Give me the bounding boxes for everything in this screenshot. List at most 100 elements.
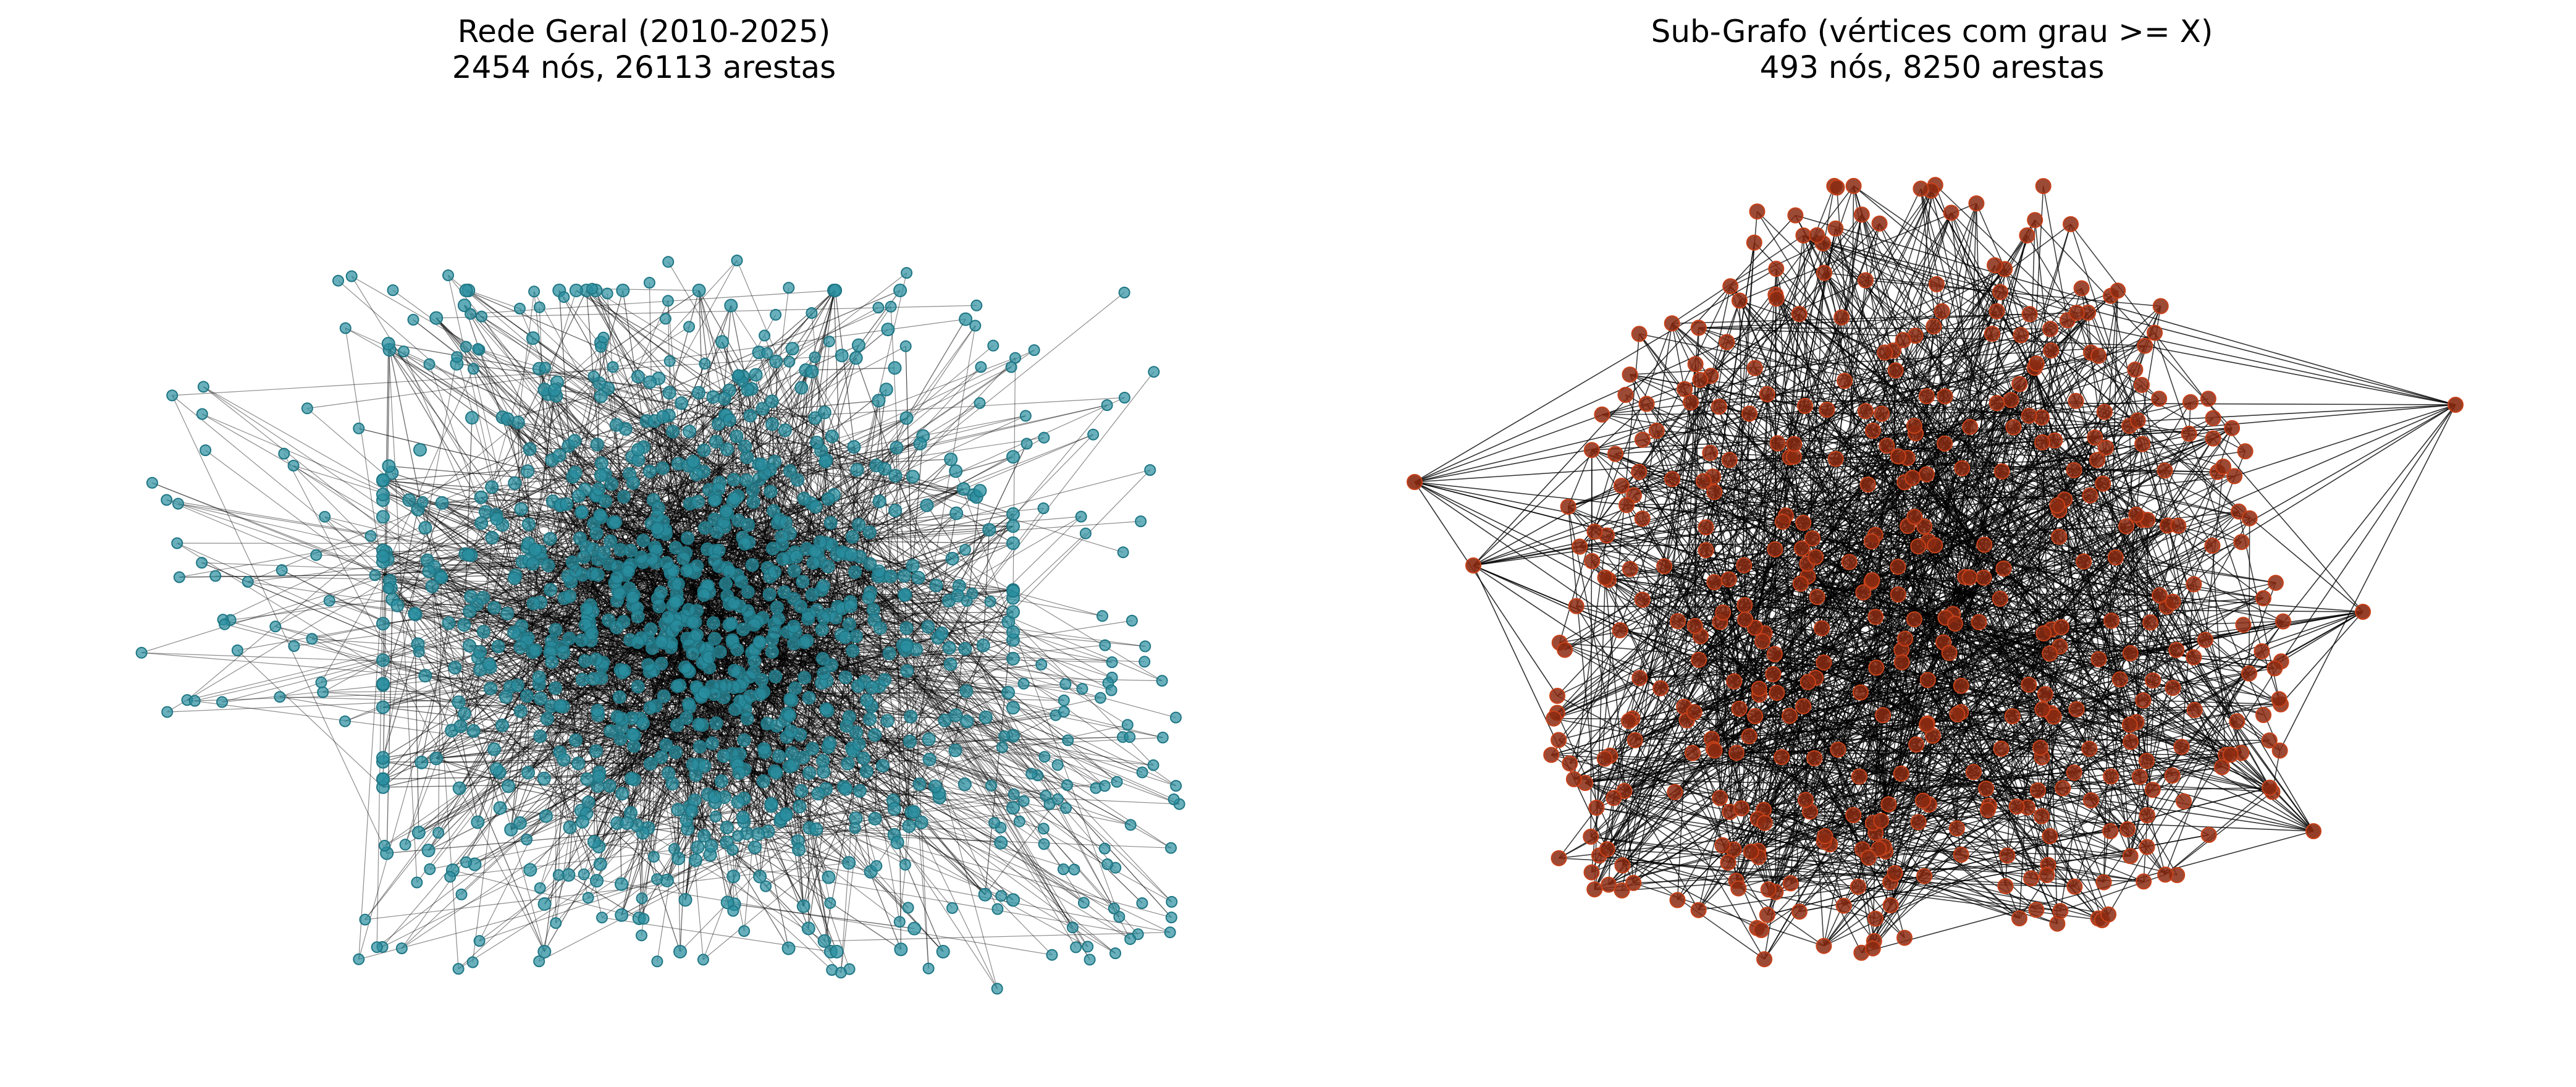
network-node (1046, 949, 1058, 961)
network-node (1816, 654, 1832, 671)
network-node (1059, 678, 1072, 690)
network-edge (389, 349, 486, 512)
network-node (2013, 327, 2029, 344)
network-node (732, 369, 744, 381)
network-node (1871, 215, 1888, 232)
network-node (961, 594, 973, 607)
network-node (842, 856, 856, 870)
network-node (1937, 435, 1953, 452)
network-edge (293, 465, 737, 763)
network-node (1546, 710, 1562, 727)
network-node (2027, 212, 2044, 229)
network-node (2052, 903, 2069, 920)
network-node (376, 617, 390, 631)
network-node (2271, 742, 2288, 759)
network-node (616, 284, 630, 297)
network-node (489, 762, 503, 776)
network-node (821, 492, 835, 506)
network-node (2151, 391, 2168, 407)
network-node (269, 620, 282, 633)
network-edge (581, 810, 1001, 844)
network-node (534, 882, 546, 894)
network-node (589, 744, 603, 758)
network-node (643, 375, 657, 389)
network-node (1139, 656, 1151, 668)
network-node (1782, 708, 1798, 724)
network-node (2035, 625, 2052, 641)
network-node (2102, 823, 2119, 839)
network-node (2053, 619, 2069, 635)
network-edge (1626, 214, 1863, 505)
network-node (577, 550, 591, 564)
general-network-title-block: Rede Geral (2010-2025) 2454 nós, 26113 a… (0, 14, 1288, 85)
network-node (1702, 444, 1719, 461)
network-edge (195, 682, 743, 701)
network-node (714, 774, 728, 789)
network-edge (859, 590, 1014, 792)
network-node (949, 708, 963, 722)
network-edge (1901, 649, 1962, 687)
network-edge (421, 623, 450, 763)
network-node (1038, 751, 1051, 763)
network-node (789, 549, 803, 564)
network-edge (1558, 739, 1625, 792)
network-node (1618, 497, 1635, 514)
network-node (2173, 738, 2190, 755)
network-edge (1660, 402, 1691, 688)
network-node (545, 655, 559, 669)
network-node (2019, 227, 2035, 243)
network-node (1614, 857, 1631, 874)
network-edge (599, 326, 689, 384)
network-edge (1799, 313, 2177, 651)
network-edge (686, 724, 1128, 821)
network-edge (912, 436, 924, 566)
network-node (1583, 442, 1600, 459)
network-node (738, 536, 752, 551)
network-node (1874, 405, 1890, 422)
network-edge (1473, 470, 2165, 566)
network-node (2063, 216, 2079, 232)
network-node (537, 771, 551, 785)
network-edge (1627, 494, 2090, 506)
network-node (722, 564, 736, 578)
network-node (1741, 405, 1757, 422)
network-node (2068, 392, 2084, 409)
network-node (974, 397, 986, 409)
network-node (668, 745, 683, 759)
network-node (1993, 740, 2010, 757)
network-edge (688, 781, 1118, 829)
network-edge (178, 503, 692, 588)
network-node (1017, 677, 1030, 690)
network-edge (141, 436, 832, 653)
network-node (805, 588, 819, 602)
network-node (734, 574, 748, 588)
network-node (987, 339, 1000, 352)
network-edge (1694, 427, 2233, 627)
network-edge (201, 562, 557, 711)
network-edge (785, 522, 1096, 789)
network-node (862, 525, 877, 539)
network-node (675, 396, 689, 410)
network-edge (833, 543, 1014, 795)
network-node (555, 640, 570, 654)
network-edge (955, 692, 1009, 716)
network-edge (1575, 285, 1731, 607)
network-node (783, 355, 796, 368)
network-node (1407, 474, 1423, 490)
network-node (949, 506, 964, 520)
network-edge (418, 651, 668, 881)
network-edge (466, 679, 915, 863)
network-edge (1775, 294, 2131, 654)
network-edge (1473, 565, 1608, 850)
network-edge (811, 371, 1114, 909)
network-node (1147, 759, 1160, 771)
network-node (2034, 434, 2050, 450)
network-node (541, 558, 555, 572)
network-node (651, 873, 663, 886)
network-edge (1607, 848, 2047, 876)
network-edge (1719, 333, 1993, 622)
network-edge (382, 771, 867, 780)
network-node (1638, 395, 1655, 412)
network-edge (389, 580, 1163, 738)
network-node (1926, 318, 1942, 335)
